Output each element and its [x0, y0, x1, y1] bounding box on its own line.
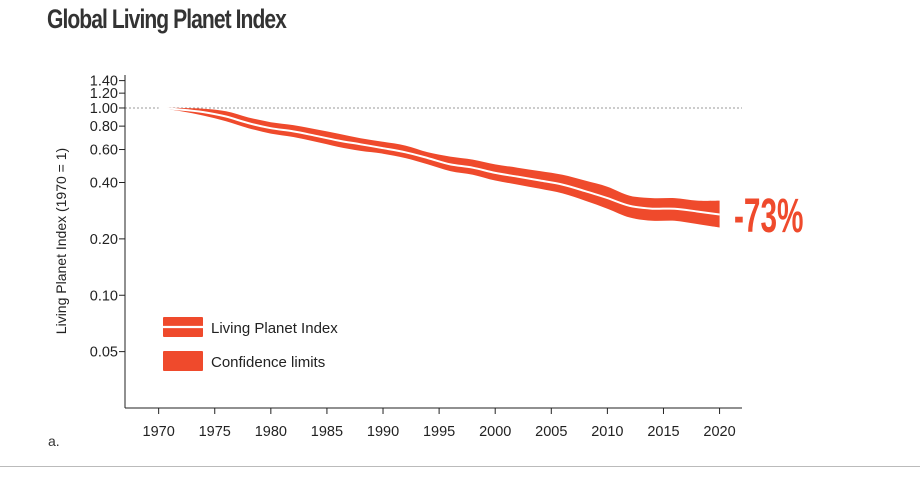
legend-swatch-confidence: [163, 351, 203, 371]
axis-layer: 0.05 0.10 0.20 0.40 0.60 0.80 1.001.201.40 1970…: [90, 74, 742, 440]
y-tick-label: 1.40: [90, 74, 118, 90]
y-tick-label: 1.00: [90, 101, 118, 117]
x-tick-label: 1975: [199, 424, 231, 440]
plot-layer: [125, 107, 742, 228]
y-tick-label: 1.20: [90, 86, 118, 102]
x-tick-label: 2020: [703, 424, 735, 440]
y-tick-label: 0.10: [90, 288, 118, 304]
y-tick-label: 0.05: [90, 345, 118, 361]
x-tick-label: 2010: [591, 424, 623, 440]
legend-label-index: Living Planet Index: [211, 320, 338, 337]
confidence-band: [158, 107, 720, 228]
y-tick-label: 0.80: [90, 119, 118, 135]
x-tick-label: 1995: [423, 424, 455, 440]
x-tick-label: 1970: [143, 424, 175, 440]
bottom-divider: [0, 466, 920, 467]
x-tick-label: 2015: [647, 424, 679, 440]
x-tick-label: 1985: [311, 424, 343, 440]
x-tick-label: 2000: [479, 424, 511, 440]
legend: Living Planet Index Confidence limits: [163, 317, 338, 371]
x-tick-label: 1980: [255, 424, 287, 440]
index-line: [158, 107, 720, 216]
change-annotation: -73%: [734, 190, 803, 243]
y-tick-label: 0.20: [90, 232, 118, 248]
x-tick-label: 2005: [535, 424, 567, 440]
y-axis-title: Living Planet Index (1970 = 1): [53, 148, 69, 334]
x-tick-label: 1990: [367, 424, 399, 440]
y-tick-label: 0.40: [90, 176, 118, 192]
page-title: Global Living Planet Index: [47, 4, 287, 34]
legend-label-confidence: Confidence limits: [211, 354, 325, 371]
panel-label: a.: [48, 433, 60, 449]
y-tick-label: 0.60: [90, 143, 118, 159]
